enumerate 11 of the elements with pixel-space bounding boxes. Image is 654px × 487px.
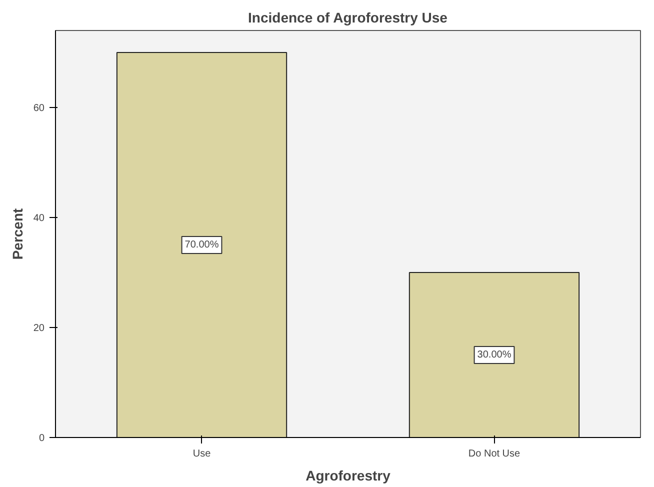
- chart-title: Incidence of Agroforestry Use: [248, 10, 448, 26]
- y-tick-label: 60: [33, 103, 45, 114]
- y-tick-label: 0: [38, 433, 45, 444]
- y-tick-label: 20: [33, 323, 45, 334]
- data-label: 70.00%: [184, 240, 219, 250]
- x-axis-title: Agroforestry: [306, 468, 391, 484]
- y-tick-label: 40: [33, 213, 45, 224]
- y-axis-title: Percent: [9, 208, 26, 260]
- data-label: 30.00%: [477, 350, 512, 360]
- x-tick-label: Use: [192, 448, 212, 460]
- x-tick-label: Do Not Use: [468, 448, 521, 460]
